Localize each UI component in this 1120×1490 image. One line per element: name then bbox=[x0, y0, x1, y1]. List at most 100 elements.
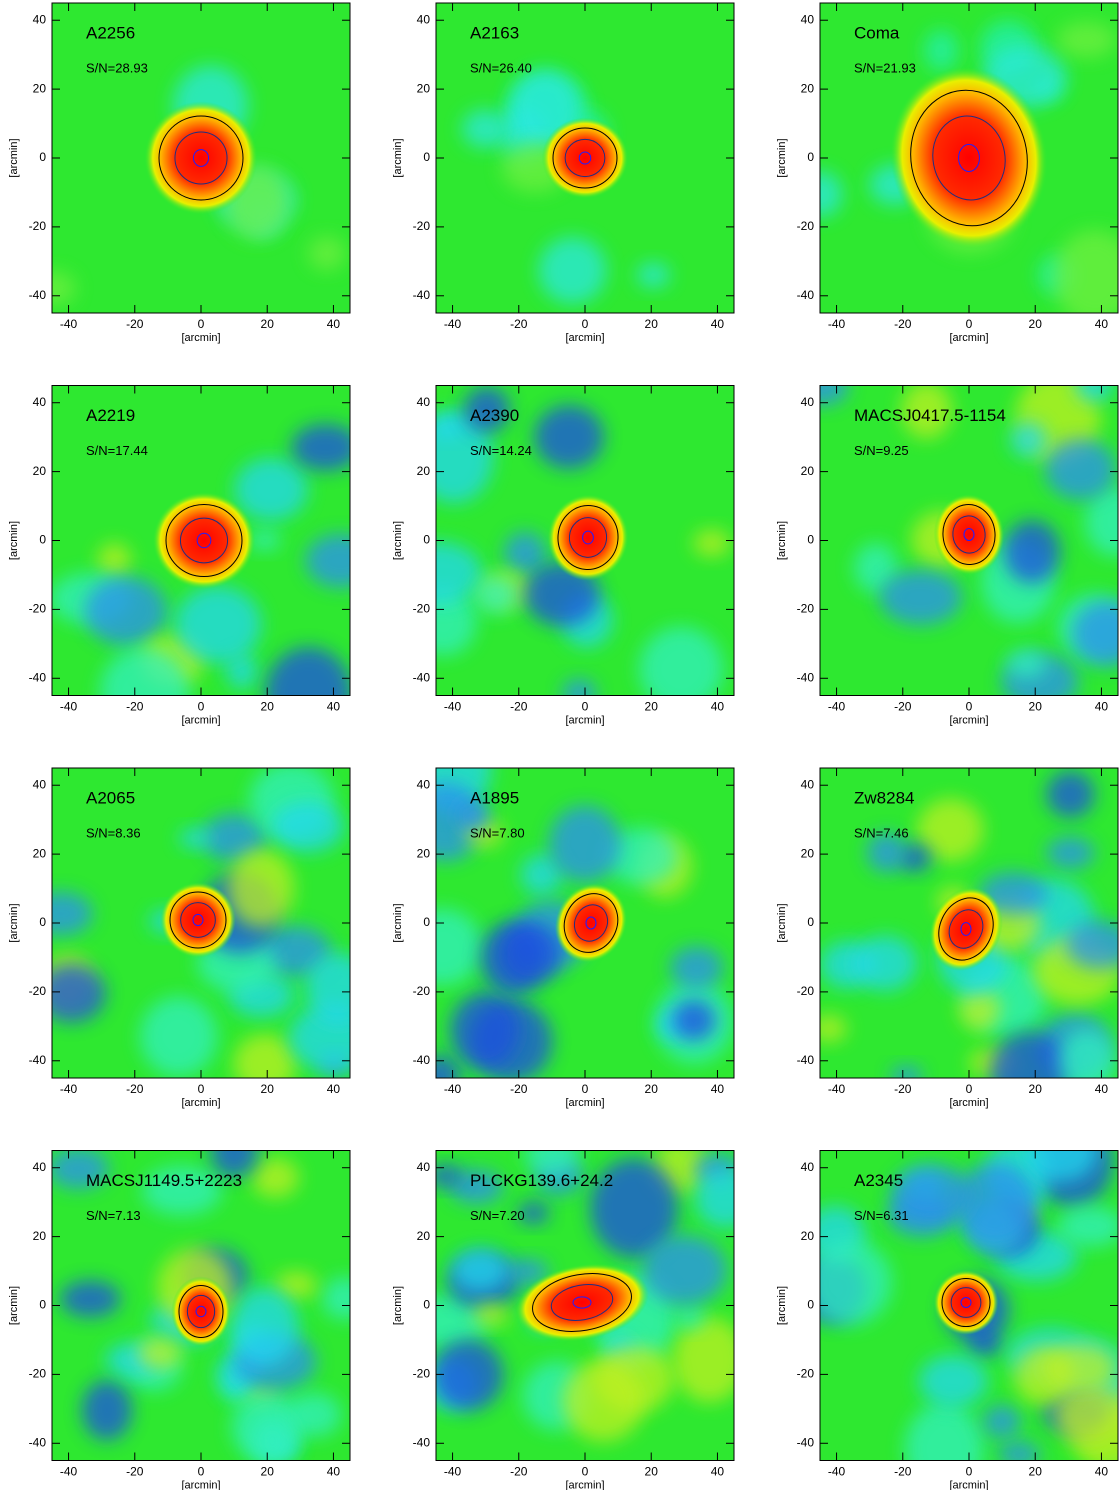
contour bbox=[564, 138, 606, 178]
y-tick-label: 20 bbox=[33, 464, 47, 478]
contour-inner bbox=[960, 1297, 972, 1308]
x-axis-label: [arcmin] bbox=[565, 1097, 604, 1109]
map-blob bbox=[81, 1380, 133, 1441]
y-tick-label: 40 bbox=[417, 777, 431, 791]
x-axis-label: [arcmin] bbox=[565, 332, 604, 344]
contour bbox=[568, 517, 608, 558]
map-blob bbox=[820, 385, 849, 406]
heatmap bbox=[436, 385, 734, 696]
y-tick-label: -40 bbox=[797, 1435, 815, 1449]
map-blob bbox=[1058, 1029, 1117, 1078]
y-tick-label: 0 bbox=[807, 533, 814, 547]
map-blob bbox=[202, 813, 268, 863]
x-axis-label: [arcmin] bbox=[181, 332, 220, 344]
y-tick-label: 40 bbox=[801, 777, 815, 791]
x-tick-label: -20 bbox=[510, 1465, 528, 1479]
map-blob bbox=[517, 1202, 550, 1225]
panel: -40 -20 0 20 40 -40 -20 0 20 40 [arcmin] [arcmin] Co… bbox=[776, 2, 1119, 344]
map-blob bbox=[461, 109, 509, 148]
annotation: S/N=9.25 bbox=[854, 443, 909, 458]
x-tick-label: 0 bbox=[582, 317, 589, 331]
panel: -40 -20 0 20 40 -40 -20 0 20 40 [arcmin] [arcmin] A2… bbox=[8, 385, 351, 726]
x-tick-label: 20 bbox=[645, 1082, 659, 1096]
x-tick-label: 40 bbox=[1095, 700, 1109, 714]
panel: -40 -20 0 20 40 -40 -20 0 20 40 [arcmin] [arcmin] MA… bbox=[8, 1150, 351, 1490]
contour bbox=[950, 1287, 982, 1318]
y-tick-label: 40 bbox=[33, 395, 47, 409]
contour bbox=[174, 131, 228, 185]
map-blob bbox=[436, 1295, 489, 1348]
map-blob bbox=[451, 1248, 509, 1292]
map-blob bbox=[1057, 1205, 1118, 1247]
y-tick-label: -20 bbox=[29, 1367, 47, 1381]
panel-title: A2256 bbox=[86, 23, 135, 42]
contour-inner bbox=[960, 922, 972, 936]
x-tick-label: -20 bbox=[126, 1082, 144, 1096]
heatmap bbox=[820, 385, 1118, 696]
x-tick-label: -40 bbox=[828, 317, 846, 331]
x-tick-label: 40 bbox=[327, 1082, 341, 1096]
y-tick-label: -40 bbox=[797, 288, 815, 302]
y-tick-label: -20 bbox=[29, 984, 47, 998]
contour-inner bbox=[196, 532, 212, 549]
x-tick-label: 20 bbox=[645, 700, 659, 714]
map-blob bbox=[982, 1405, 1021, 1439]
cluster-signal bbox=[152, 491, 256, 590]
x-axis-label: [arcmin] bbox=[949, 1097, 988, 1109]
y-axis-label: [arcmin] bbox=[8, 521, 20, 560]
map-blob bbox=[449, 992, 520, 1068]
x-tick-label: 0 bbox=[966, 1082, 973, 1096]
y-tick-label: 20 bbox=[801, 464, 815, 478]
y-tick-label: 0 bbox=[807, 1298, 814, 1312]
contour bbox=[557, 505, 619, 570]
y-tick-label: 20 bbox=[417, 81, 431, 95]
y-tick-label: -20 bbox=[413, 602, 431, 616]
map-blob bbox=[672, 1317, 734, 1403]
annotation: S/N=7.46 bbox=[854, 825, 909, 840]
map-blob bbox=[305, 533, 350, 588]
panel-title: A2065 bbox=[86, 788, 135, 807]
x-tick-label: 20 bbox=[261, 1465, 275, 1479]
x-tick-label: 0 bbox=[582, 1465, 589, 1479]
y-tick-label: 0 bbox=[807, 150, 814, 164]
contour bbox=[952, 515, 986, 554]
cluster-signal bbox=[171, 1276, 231, 1347]
y-tick-label: -40 bbox=[413, 1435, 431, 1449]
map-blob bbox=[589, 1158, 679, 1258]
x-tick-label: -20 bbox=[510, 1082, 528, 1096]
x-tick-label: 40 bbox=[1095, 1465, 1109, 1479]
contour bbox=[186, 1294, 216, 1329]
x-tick-label: 20 bbox=[261, 1082, 275, 1096]
map-blob bbox=[820, 1239, 892, 1326]
map-blob bbox=[561, 678, 597, 696]
map-blob bbox=[234, 457, 308, 521]
y-tick-label: 20 bbox=[801, 1229, 815, 1243]
annotation: S/N=28.93 bbox=[86, 60, 148, 75]
x-tick-label: 40 bbox=[711, 700, 725, 714]
y-tick-label: 40 bbox=[801, 1160, 815, 1174]
contour bbox=[573, 904, 609, 942]
map-blob bbox=[463, 386, 510, 433]
y-axis-label: [arcmin] bbox=[392, 1286, 404, 1325]
y-tick-label: 20 bbox=[417, 464, 431, 478]
y-tick-label: 0 bbox=[423, 150, 430, 164]
y-tick-label: 20 bbox=[801, 81, 815, 95]
contour bbox=[169, 891, 227, 949]
map-blob bbox=[693, 529, 731, 557]
x-axis-label: [arcmin] bbox=[949, 332, 988, 344]
x-tick-label: 40 bbox=[711, 1465, 725, 1479]
map-blob bbox=[456, 801, 491, 831]
map-blob bbox=[879, 569, 963, 625]
y-tick-label: 0 bbox=[39, 533, 46, 547]
x-tick-label: 40 bbox=[327, 317, 341, 331]
y-tick-label: -40 bbox=[797, 1053, 815, 1067]
x-tick-label: 0 bbox=[198, 317, 205, 331]
x-tick-label: -40 bbox=[828, 1082, 846, 1096]
x-axis-label: [arcmin] bbox=[949, 1479, 988, 1490]
cluster-signal bbox=[547, 494, 629, 581]
y-tick-label: 40 bbox=[801, 395, 815, 409]
map-blob bbox=[473, 1303, 510, 1326]
y-tick-label: -40 bbox=[413, 1053, 431, 1067]
x-tick-label: -20 bbox=[126, 700, 144, 714]
x-tick-label: 20 bbox=[1029, 1465, 1043, 1479]
